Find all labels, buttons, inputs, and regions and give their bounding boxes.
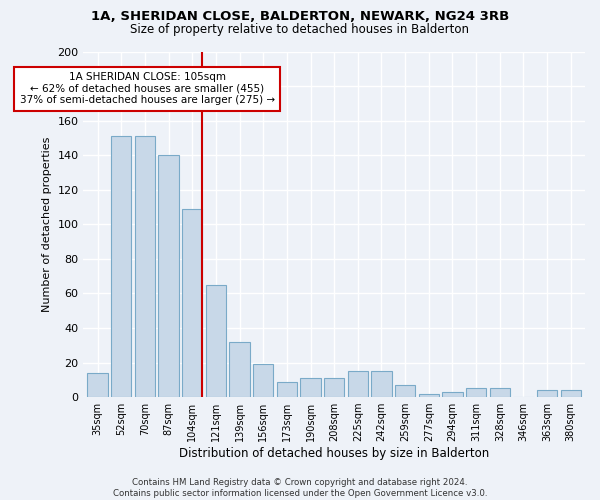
Y-axis label: Number of detached properties: Number of detached properties [42, 136, 52, 312]
Bar [277, 382, 297, 397]
Bar [135, 136, 155, 397]
Bar [301, 378, 320, 397]
Bar [206, 285, 226, 397]
Bar [371, 371, 392, 397]
Bar [348, 371, 368, 397]
Text: 1A, SHERIDAN CLOSE, BALDERTON, NEWARK, NG24 3RB: 1A, SHERIDAN CLOSE, BALDERTON, NEWARK, N… [91, 10, 509, 23]
Text: Size of property relative to detached houses in Balderton: Size of property relative to detached ho… [131, 22, 470, 36]
Bar [111, 136, 131, 397]
Bar [88, 373, 107, 397]
Bar [395, 385, 415, 397]
Bar [182, 208, 202, 397]
Bar [490, 388, 510, 397]
Text: 1A SHERIDAN CLOSE: 105sqm
← 62% of detached houses are smaller (455)
37% of semi: 1A SHERIDAN CLOSE: 105sqm ← 62% of detac… [20, 72, 275, 106]
Bar [324, 378, 344, 397]
Bar [561, 390, 581, 397]
Bar [158, 155, 179, 397]
Bar [419, 394, 439, 397]
X-axis label: Distribution of detached houses by size in Balderton: Distribution of detached houses by size … [179, 447, 489, 460]
Bar [466, 388, 486, 397]
Bar [229, 342, 250, 397]
Text: Contains HM Land Registry data © Crown copyright and database right 2024.
Contai: Contains HM Land Registry data © Crown c… [113, 478, 487, 498]
Bar [442, 392, 463, 397]
Bar [253, 364, 273, 397]
Bar [537, 390, 557, 397]
